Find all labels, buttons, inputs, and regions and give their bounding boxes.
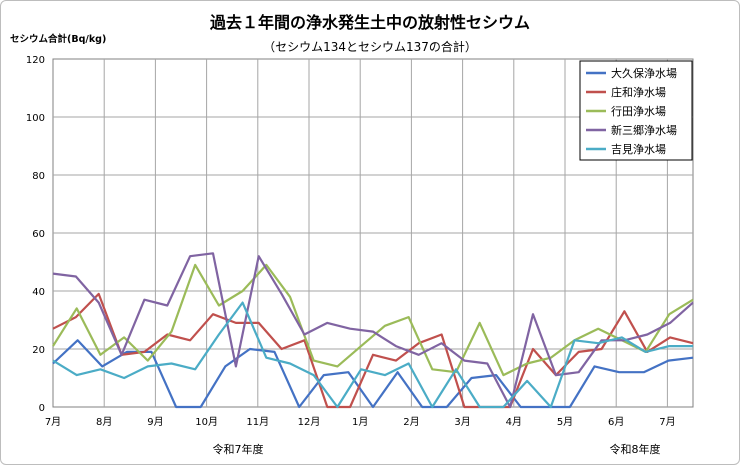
y-tick-label: 60 [32,229,45,240]
legend-label: 庄和浄水場 [611,85,666,99]
x-tick-label: 9月 [147,416,163,428]
era-labels: 令和7年度 令和8年度 [213,442,661,456]
x-tick-label: 10月 [195,416,218,428]
series-line [52,263,694,377]
y-tick-label: 120 [26,55,45,66]
x-tick-label: 5月 [557,416,573,428]
y-axis-label: セシウム合計(Bq/kg) [10,34,107,45]
y-tick-label: 100 [26,113,45,124]
y-tick-labels: 0 20 40 60 80 100 120 [26,55,45,414]
legend-label: 大久保浄水場 [611,66,677,80]
series-line [52,252,694,409]
x-tick-label: 11月 [246,416,269,428]
x-tick-label: 12月 [298,416,321,428]
x-tick-label: 4月 [506,416,522,428]
legend-label: 新三郷浄水場 [611,123,677,137]
x-tick-label: 6月 [608,416,624,428]
series-line [52,292,694,409]
x-tick-label: 7月 [45,416,61,428]
legend-label: 行田浄水場 [611,104,666,118]
era-label: 令和7年度 [213,442,264,456]
x-tick-label: 3月 [454,416,470,428]
x-tick-label: 7月 [659,416,675,428]
y-tick-label: 80 [32,171,45,182]
chart-subtitle: （セシウム134とセシウム137の合計） [263,40,477,54]
x-tick-label: 2月 [403,416,419,428]
legend-label: 吉見浄水場 [611,142,666,156]
series-line [52,339,694,409]
y-tick-label: 0 [39,403,45,414]
x-tick-label: 1月 [352,416,368,428]
y-tick-label: 20 [32,345,45,356]
x-tick-label: 8月 [96,416,112,428]
series-line [52,301,693,409]
y-tick-label: 40 [32,287,45,298]
x-tick-labels: 7月 8月 9月 10月 11月 12月 1月 2月 3月 4月 5月 6月 7月 [45,416,676,428]
chart-title: 過去１年間の浄水発生土中の放射性セシウム [209,13,530,32]
era-label: 令和8年度 [610,442,661,456]
series-lines [52,252,694,409]
